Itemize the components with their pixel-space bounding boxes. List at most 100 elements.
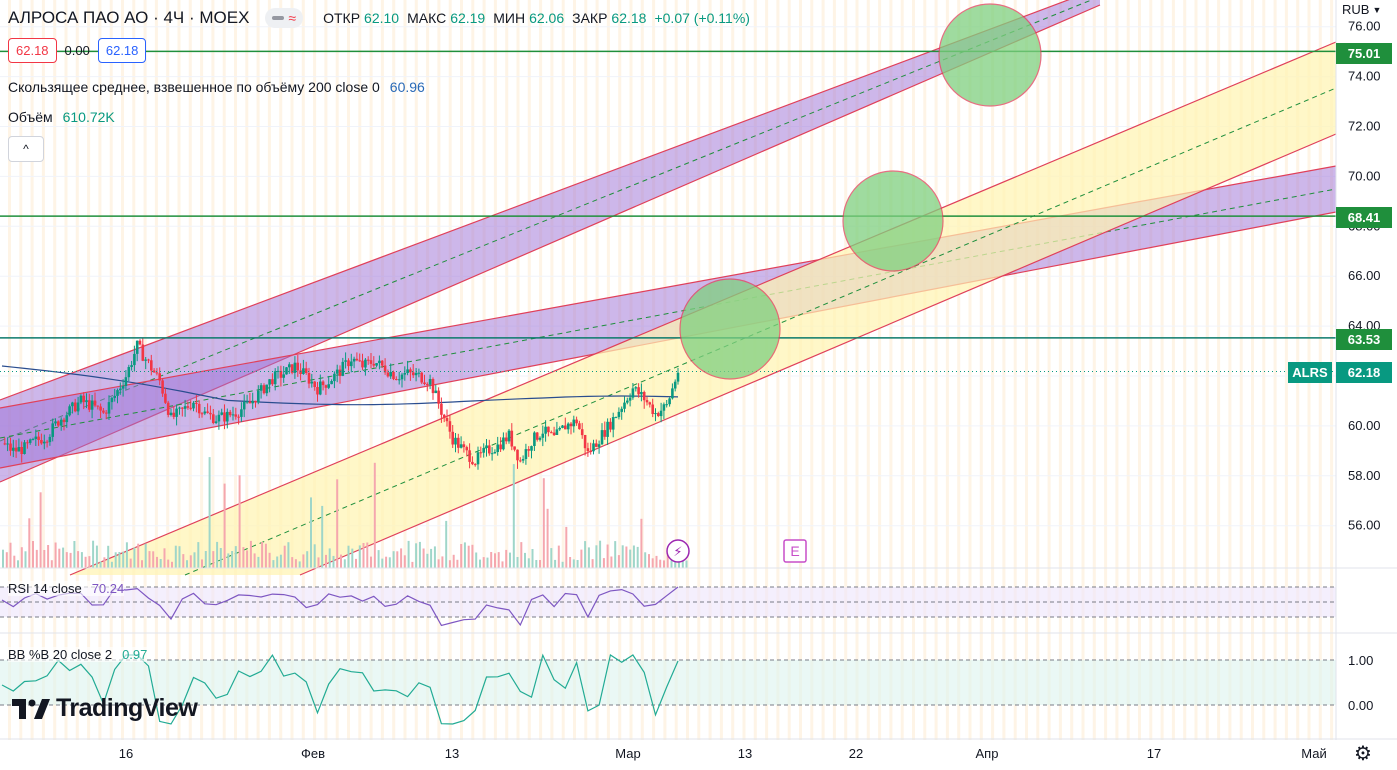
target-circle bbox=[938, 3, 1042, 107]
candle-body bbox=[130, 365, 133, 367]
candle-body bbox=[479, 452, 483, 454]
tradingview-logo[interactable]: TradingView bbox=[12, 694, 198, 723]
candle-body bbox=[245, 401, 249, 403]
candle-body bbox=[673, 381, 677, 389]
volume-bar bbox=[9, 542, 12, 568]
vwma-legend[interactable]: Скользящее среднее, взвешенное по объёму… bbox=[8, 79, 425, 95]
session-stripe bbox=[912, 0, 915, 740]
candle-body bbox=[313, 381, 316, 387]
price-tick-label: 72.00 bbox=[1348, 119, 1381, 134]
candle-body bbox=[288, 364, 291, 368]
volume-bar bbox=[343, 559, 346, 568]
candle-body bbox=[516, 449, 519, 461]
buy-button[interactable]: 62.18 bbox=[97, 38, 147, 63]
volume-bar bbox=[28, 518, 31, 568]
candle-body bbox=[73, 402, 77, 412]
candle-body bbox=[169, 412, 173, 415]
candle-body bbox=[482, 448, 485, 453]
volume-bar bbox=[621, 545, 624, 568]
chart-type-pill[interactable]: ≈ bbox=[265, 8, 304, 28]
sell-button[interactable]: 62.18 bbox=[8, 38, 57, 63]
candle-body bbox=[6, 443, 9, 445]
volume-bar bbox=[20, 547, 23, 568]
level-tag-2[interactable]: 68.41 bbox=[1336, 207, 1392, 228]
candle-body bbox=[9, 443, 12, 451]
volume-bar bbox=[651, 558, 654, 568]
volume-bar bbox=[69, 552, 72, 568]
session-stripe bbox=[866, 0, 870, 740]
candle-body bbox=[226, 411, 229, 422]
yellow-channel-lower bbox=[299, 133, 1337, 576]
level-tag-3[interactable]: 63.53 bbox=[1336, 329, 1392, 350]
gear-icon[interactable]: ⚙ bbox=[1354, 743, 1372, 765]
volume-bar bbox=[325, 554, 327, 568]
dividend-event[interactable]: ⚡ bbox=[666, 539, 690, 563]
volume-bar bbox=[557, 545, 560, 568]
candle-body bbox=[366, 359, 370, 361]
candle-body bbox=[538, 437, 542, 440]
volume-bar bbox=[392, 551, 395, 568]
bb-legend[interactable]: BB %B 20 close 2 0.97 bbox=[8, 647, 148, 662]
candle-body bbox=[147, 359, 150, 361]
candle-body bbox=[338, 369, 342, 376]
volume-bar bbox=[114, 552, 117, 568]
vwma-value: 60.96 bbox=[389, 79, 425, 95]
close-value: 62.18 bbox=[611, 10, 647, 26]
volume-bar bbox=[110, 561, 113, 568]
candle-body bbox=[485, 445, 488, 448]
candle-body bbox=[592, 443, 595, 452]
candle-body bbox=[40, 440, 43, 444]
symbol-title[interactable]: АЛРОСА ПАО АО · 4Ч · MOEX bbox=[8, 8, 250, 27]
volume-legend[interactable]: Объём 610.72K bbox=[8, 109, 115, 125]
session-stripe bbox=[1036, 0, 1040, 740]
candle-body bbox=[178, 407, 181, 409]
session-stripe bbox=[1092, 0, 1096, 740]
volume-bar bbox=[366, 542, 369, 568]
volume-bar bbox=[591, 559, 594, 568]
volume-bar bbox=[227, 553, 230, 568]
volume-bars bbox=[2, 457, 688, 568]
candle-body bbox=[586, 448, 590, 451]
volume-bar bbox=[178, 546, 181, 568]
candle-body bbox=[378, 360, 381, 364]
session-stripe bbox=[957, 0, 961, 740]
volume-bar bbox=[373, 462, 376, 568]
volume-bar bbox=[648, 554, 650, 568]
volume-bar bbox=[287, 542, 290, 568]
candle-body bbox=[203, 411, 207, 414]
currency-selector[interactable]: RUB ▼ bbox=[1342, 2, 1381, 17]
volume-bar bbox=[50, 560, 53, 568]
collapse-legend-button[interactable]: ^ bbox=[8, 136, 44, 162]
volume-bar bbox=[463, 542, 466, 568]
volume-bar bbox=[261, 542, 264, 568]
session-stripe bbox=[1160, 0, 1164, 740]
level-tag-1[interactable]: 75.01 bbox=[1336, 43, 1392, 64]
candle-body bbox=[12, 447, 15, 451]
rsi-legend[interactable]: RSI 14 close 70.24 bbox=[8, 581, 125, 596]
chevron-down-icon: ▼ bbox=[1372, 4, 1382, 15]
candle-body bbox=[104, 412, 108, 414]
candle-body bbox=[333, 373, 336, 382]
candle-body bbox=[135, 340, 139, 354]
volume-bar bbox=[88, 556, 91, 568]
volume-bar bbox=[129, 558, 132, 568]
volume-bar bbox=[516, 557, 519, 568]
price-tick-label: 70.00 bbox=[1348, 168, 1381, 183]
volume-bar bbox=[39, 492, 42, 568]
candle-body bbox=[17, 447, 21, 452]
low-value: 62.06 bbox=[529, 10, 565, 26]
volume-bar bbox=[617, 555, 620, 568]
candle-body bbox=[406, 369, 409, 373]
candle-body bbox=[490, 453, 494, 455]
candle-body bbox=[195, 402, 198, 404]
candle-body bbox=[558, 428, 561, 430]
candle-body bbox=[414, 372, 418, 376]
volume-bar bbox=[632, 545, 635, 568]
volume-bar bbox=[407, 540, 410, 568]
volume-bar bbox=[54, 542, 57, 568]
volume-bar bbox=[599, 540, 602, 568]
earnings-event[interactable]: E bbox=[783, 539, 807, 563]
high-value: 62.19 bbox=[450, 10, 486, 26]
volume-bar bbox=[95, 545, 98, 568]
